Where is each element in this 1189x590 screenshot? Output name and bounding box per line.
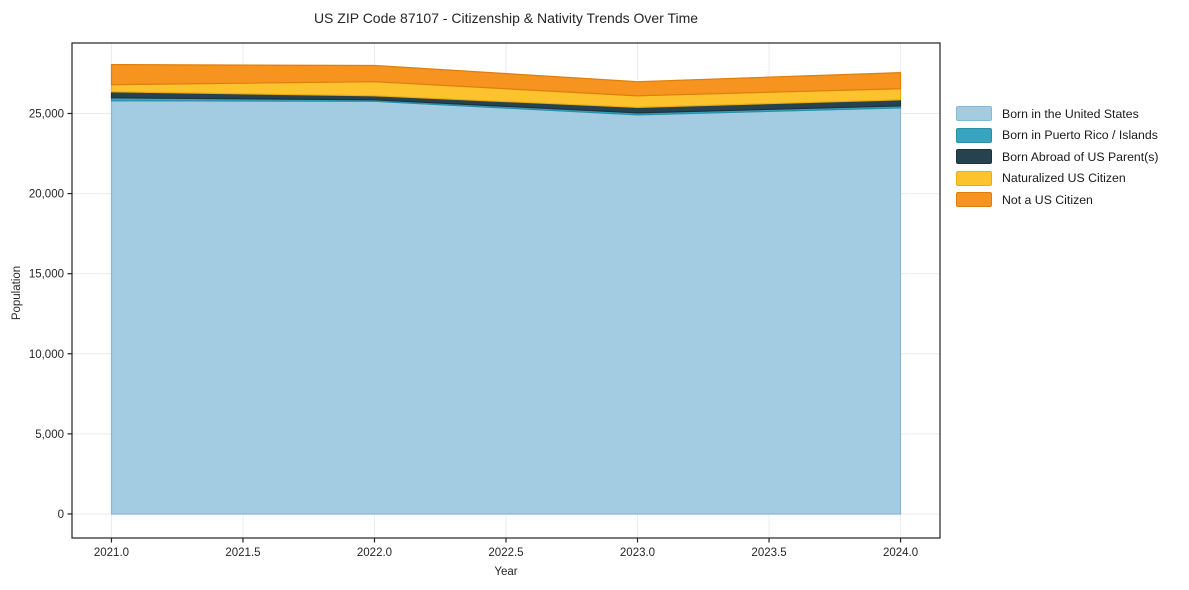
legend-swatch-born-in-puerto-rico — [956, 127, 992, 143]
legend-item: Born in the United States — [956, 106, 1159, 121]
legend-item: Born Abroad of US Parent(s) — [956, 149, 1159, 164]
legend-label: Naturalized US Citizen — [1002, 171, 1126, 185]
legend-item: Born in Puerto Rico / Islands — [956, 127, 1159, 143]
legend: Born in the United States Born in Puerto… — [956, 106, 1159, 207]
area-band — [110, 63, 902, 97]
chart-title: US ZIP Code 87107 - Citizenship & Nativi… — [313, 10, 699, 26]
x-tick-label: 2024.0 — [883, 547, 918, 559]
x-tick-label: 2023.0 — [620, 547, 655, 559]
x-tick-label: 2023.5 — [751, 547, 786, 559]
x-tick-label: 2021.0 — [94, 547, 129, 559]
x-tick-label: 2021.5 — [225, 547, 260, 559]
area-band — [110, 100, 902, 515]
y-tick-label: 15,000 — [29, 269, 64, 281]
x-tick-label: 2022.5 — [488, 547, 523, 559]
y-tick-label: 10,000 — [29, 349, 64, 361]
x-axis-label: Year — [494, 566, 518, 578]
legend-label: Not a US Citizen — [1002, 192, 1093, 207]
y-tick-label: 20,000 — [29, 189, 64, 201]
legend-swatch-not-citizen — [956, 192, 992, 207]
legend-swatch-naturalized — [956, 170, 992, 186]
legend-label: Born in the United States — [1002, 106, 1139, 121]
x-tick-label: 2022.0 — [357, 547, 392, 559]
legend-item: Naturalized US Citizen — [956, 170, 1159, 186]
legend-label: Born in Puerto Rico / Islands — [1002, 128, 1158, 142]
y-tick-label: 25,000 — [29, 108, 64, 120]
legend-swatch-born-abroad — [956, 149, 992, 164]
legend-label: Born Abroad of US Parent(s) — [1002, 149, 1159, 164]
legend-item: Not a US Citizen — [956, 192, 1159, 207]
y-tick-label: 5,000 — [35, 429, 64, 441]
y-tick-label: 0 — [58, 509, 64, 521]
legend-swatch-born-in-us — [956, 106, 992, 121]
